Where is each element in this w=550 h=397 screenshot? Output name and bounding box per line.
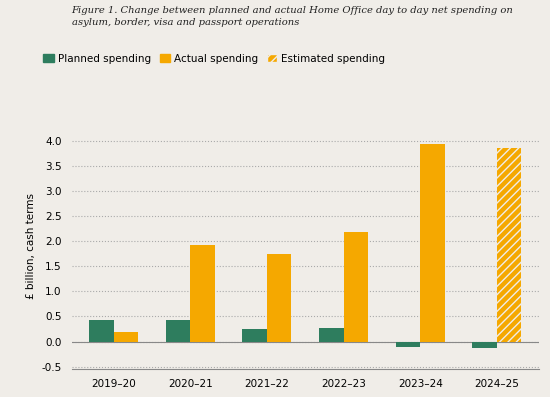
Bar: [319, 328, 344, 341]
Bar: [267, 254, 292, 341]
Bar: [472, 341, 497, 348]
Bar: [166, 320, 190, 341]
Bar: [420, 144, 445, 341]
Bar: [190, 245, 215, 341]
Bar: [89, 320, 114, 341]
Bar: [395, 341, 420, 347]
Y-axis label: £ billion, cash terms: £ billion, cash terms: [26, 193, 36, 299]
Bar: [497, 148, 521, 341]
Bar: [114, 331, 138, 341]
Bar: [243, 329, 267, 341]
Bar: [344, 232, 368, 341]
Text: Figure 1. Change between planned and actual Home Office day to day net spending : Figure 1. Change between planned and act…: [72, 6, 513, 15]
Text: asylum, border, visa and passport operations: asylum, border, visa and passport operat…: [72, 18, 299, 27]
Legend: Planned spending, Actual spending, Estimated spending: Planned spending, Actual spending, Estim…: [39, 50, 389, 68]
